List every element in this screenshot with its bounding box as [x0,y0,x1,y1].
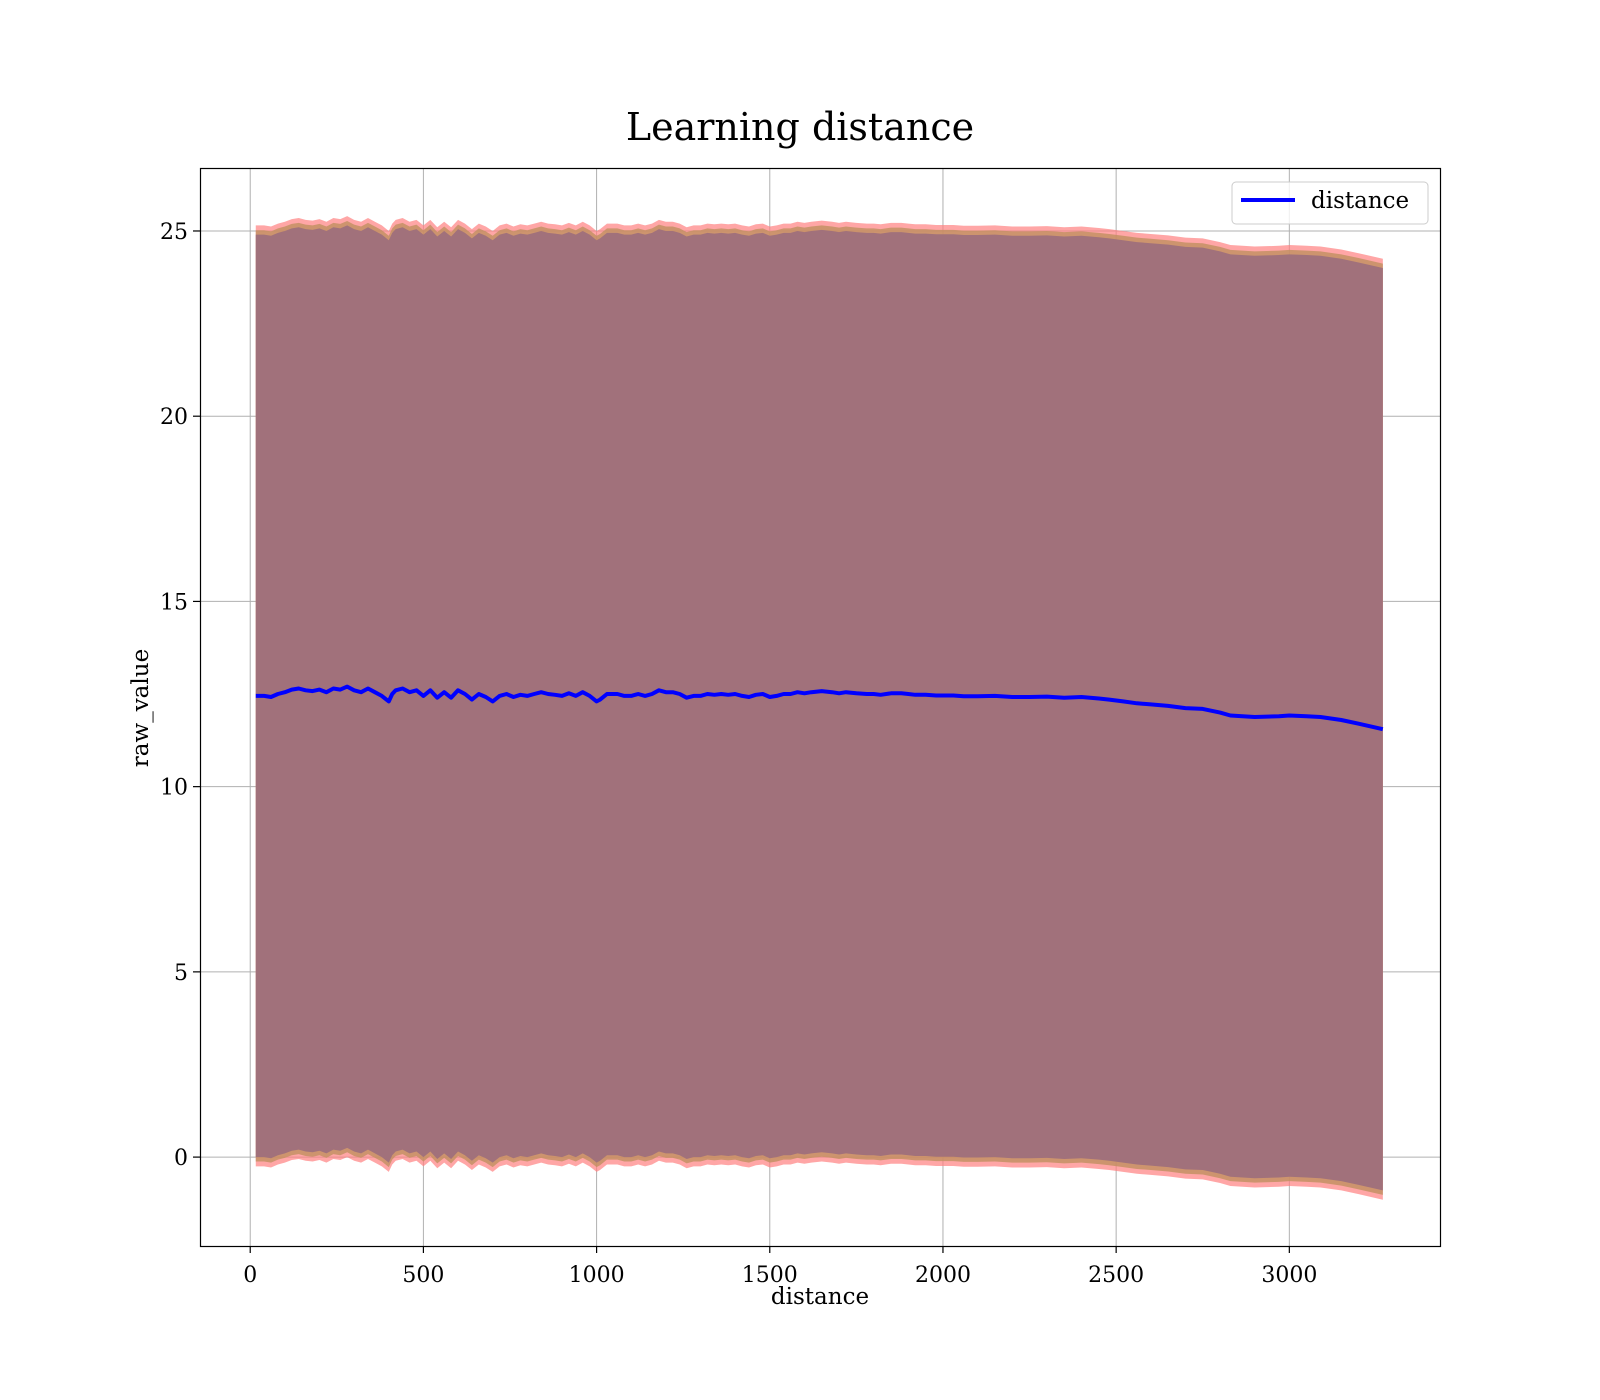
y-tick-label: 10 [160,776,188,801]
y-tick-label: 25 [160,220,188,245]
x-axis-label: distance [771,1284,869,1310]
y-tick-label: 15 [160,590,188,615]
y-tick-label: 5 [174,961,188,986]
chart-title: Learning distance [626,105,974,149]
x-tick-label: 500 [402,1263,444,1288]
x-tick-label: 1500 [742,1263,798,1288]
y-tick-label: 20 [160,405,188,430]
x-tick-label: 1000 [569,1263,625,1288]
legend: distance [1231,181,1429,225]
legend-box [1231,181,1429,225]
series-line [255,684,1384,732]
axis-ticks: 0 500 1000 1500 2000 2500 3000 0 5 10 15 20 25 [160,220,1317,1288]
band-area [255,216,1383,1200]
series-distance-line [255,684,1384,732]
x-tick-label: 2000 [915,1263,971,1288]
x-tick-label: 2500 [1088,1263,1144,1288]
legend-label: distance [1311,188,1409,214]
band-fill [255,225,1383,1191]
y-axis-label: raw_value [128,649,154,767]
plot-frame [199,167,1442,1248]
x-tick-label: 3000 [1261,1263,1317,1288]
x-tick-label: 0 [243,1263,257,1288]
y-tick-label: 0 [174,1146,188,1171]
